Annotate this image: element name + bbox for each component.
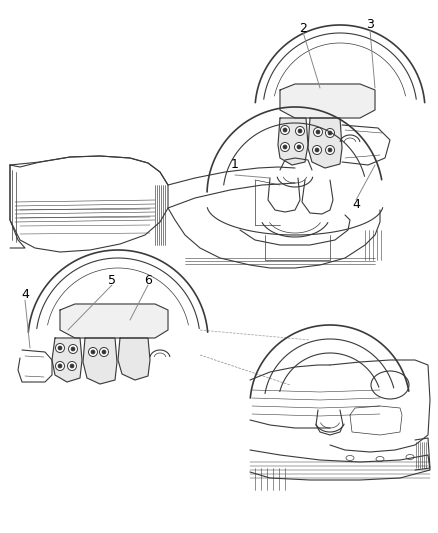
Circle shape <box>325 128 335 138</box>
Circle shape <box>328 131 332 135</box>
Text: 2: 2 <box>299 21 307 35</box>
Circle shape <box>58 364 62 368</box>
Circle shape <box>316 130 320 134</box>
Polygon shape <box>280 84 375 118</box>
Circle shape <box>58 346 62 350</box>
Circle shape <box>99 348 109 357</box>
Text: 4: 4 <box>352 198 360 212</box>
Circle shape <box>328 148 332 152</box>
Circle shape <box>68 344 78 353</box>
Circle shape <box>283 145 287 149</box>
Polygon shape <box>83 338 117 384</box>
Circle shape <box>71 347 75 351</box>
Polygon shape <box>52 338 82 382</box>
Circle shape <box>67 361 77 370</box>
Text: 5: 5 <box>108 273 116 287</box>
Circle shape <box>325 146 335 155</box>
Text: 4: 4 <box>21 288 29 302</box>
Text: 6: 6 <box>144 273 152 287</box>
Circle shape <box>56 343 64 352</box>
Circle shape <box>315 148 319 152</box>
Circle shape <box>298 129 302 133</box>
Circle shape <box>294 142 304 151</box>
Circle shape <box>56 361 64 370</box>
Circle shape <box>314 127 322 136</box>
Polygon shape <box>118 338 150 380</box>
Text: 3: 3 <box>366 19 374 31</box>
Polygon shape <box>60 304 168 338</box>
Circle shape <box>102 350 106 354</box>
Text: 1: 1 <box>231 158 239 172</box>
Circle shape <box>91 350 95 354</box>
Circle shape <box>70 364 74 368</box>
Circle shape <box>280 142 290 151</box>
Circle shape <box>312 146 321 155</box>
Circle shape <box>283 128 287 132</box>
Circle shape <box>88 348 98 357</box>
Polygon shape <box>278 118 308 165</box>
Polygon shape <box>308 118 342 168</box>
Circle shape <box>280 125 290 134</box>
Circle shape <box>296 126 304 135</box>
Circle shape <box>297 145 301 149</box>
